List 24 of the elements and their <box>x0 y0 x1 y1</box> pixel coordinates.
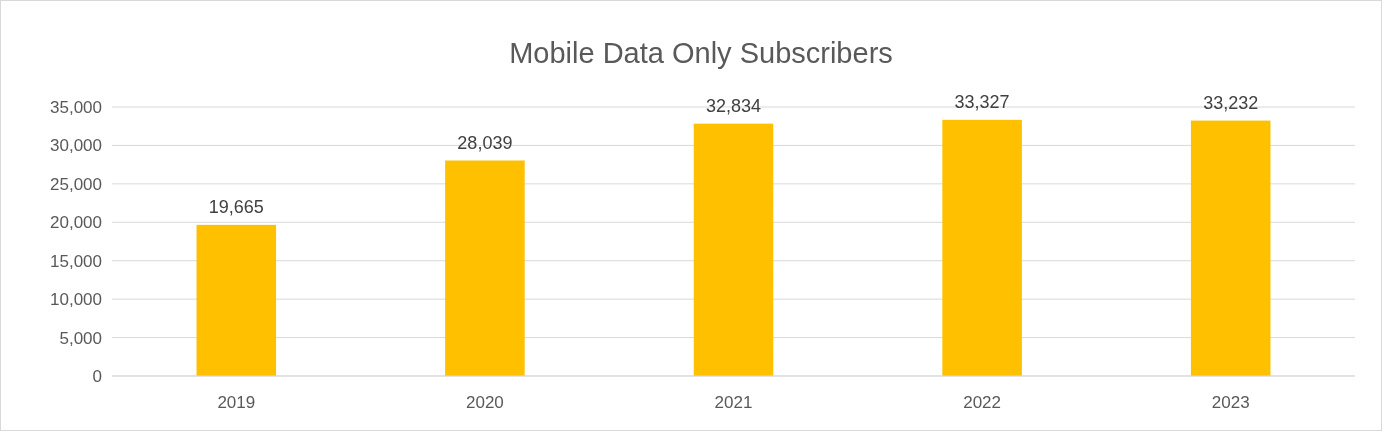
x-tick-label: 2020 <box>465 393 504 412</box>
bar <box>942 119 1022 376</box>
y-tick-label: 10,000 <box>50 290 102 310</box>
chart-title: Mobile Data Only Subscribers <box>509 37 893 69</box>
data-label: 33,232 <box>1203 92 1259 113</box>
y-tick-label: 15,000 <box>50 251 102 271</box>
bar <box>445 160 525 376</box>
x-tick-label: 2022 <box>963 393 1002 412</box>
y-tick-label: 0 <box>92 366 102 386</box>
bar <box>196 224 277 376</box>
x-tick-label: 2021 <box>714 393 753 412</box>
data-label: 32,834 <box>705 95 762 116</box>
data-label: 19,665 <box>208 196 264 217</box>
y-tick-label: 20,000 <box>50 213 102 233</box>
y-tick-label: 5,000 <box>59 328 102 348</box>
data-label: 28,039 <box>457 132 513 153</box>
bar <box>693 123 774 376</box>
x-tick-label: 2023 <box>1211 393 1250 412</box>
data-label: 33,327 <box>954 91 1010 112</box>
y-tick-label: 30,000 <box>50 136 102 156</box>
x-tick-label: 2019 <box>217 393 256 412</box>
y-tick-label: 25,000 <box>50 174 102 194</box>
bar <box>1190 120 1271 376</box>
y-tick-label: 35,000 <box>50 97 102 117</box>
